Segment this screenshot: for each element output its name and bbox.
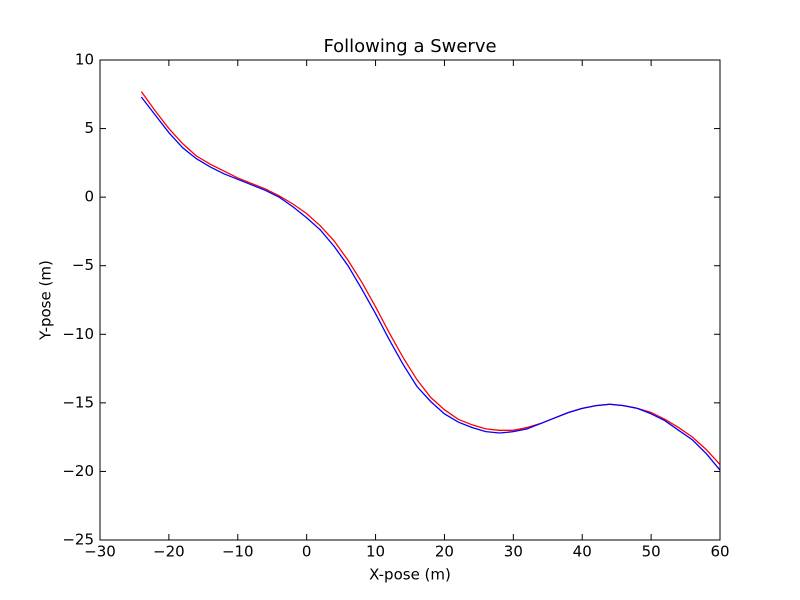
x-tick-label: 50 [642,543,661,561]
x-tick-label: 40 [573,543,592,561]
x-tick-label: 10 [366,543,385,561]
x-tick-label: 0 [302,543,312,561]
y-tick-label: 0 [84,188,94,206]
x-tick-label: −20 [153,543,185,561]
y-tick-label: −25 [62,531,94,549]
chart-title: Following a Swerve [323,36,496,57]
x-tick-label: 30 [504,543,523,561]
y-tick-label: −20 [62,462,94,480]
y-tick-label: −10 [62,325,94,343]
y-axis-label: Y-pose (m) [37,260,55,341]
x-axis-label: X-pose (m) [369,566,451,584]
x-tick-label: −10 [222,543,254,561]
y-tick-label: 10 [75,51,94,69]
x-tick-label: 60 [710,543,729,561]
x-tick-label: 20 [435,543,454,561]
y-tick-label: 5 [84,119,94,137]
line [140,96,721,471]
y-tick-label: −5 [72,256,94,274]
y-tick-label: −15 [62,393,94,411]
plot-frame [99,59,721,541]
x-tick-label: −30 [84,543,116,561]
